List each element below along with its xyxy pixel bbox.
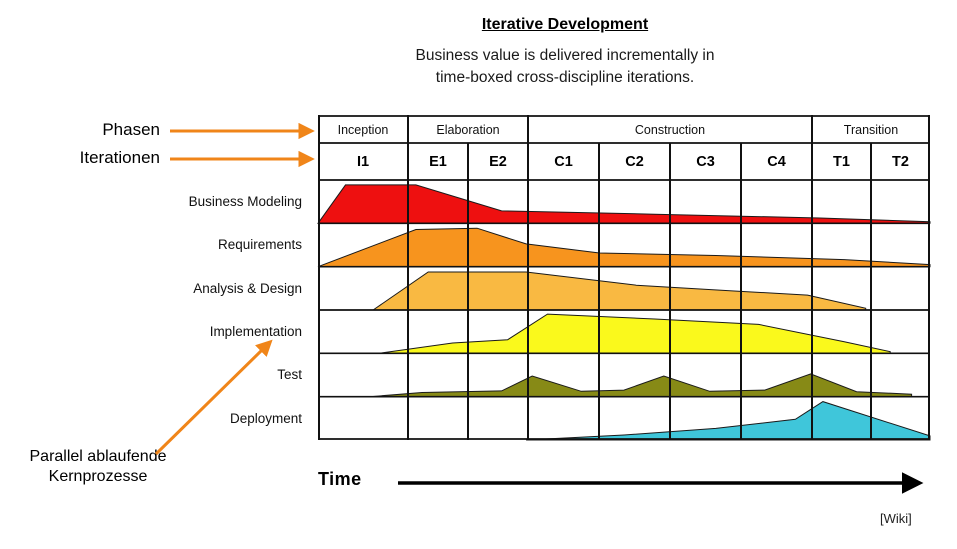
- iteration-chart: Inception Elaboration Construction Transiti…: [317, 115, 931, 441]
- phases-annotation-label: Phasen: [102, 120, 160, 139]
- chart-title: Iterative Development: [481, 16, 649, 33]
- effort-hump-deployment: [526, 401, 931, 441]
- discipline-label-test: Test: [277, 367, 302, 383]
- iteration-label-e2: E2: [489, 154, 507, 170]
- phase-label-transition: Transition: [844, 123, 898, 137]
- iteration-label-t1: T1: [833, 154, 850, 170]
- iteration-label-c1: C1: [554, 154, 573, 170]
- iteration-label-c4: C4: [767, 154, 786, 170]
- discipline-label-implementation: Implementation: [209, 324, 302, 340]
- discipline-label-business-modeling: Business Modeling: [188, 194, 302, 210]
- time-arrow: [398, 472, 924, 494]
- iterations-arrow: [170, 150, 315, 168]
- chart-subtitle-line2: time-boxed cross-discipline iterations.: [435, 69, 695, 86]
- phases-arrow: [170, 122, 315, 140]
- iteration-label-t2: T2: [892, 154, 909, 170]
- iteration-label-e1: E1: [429, 154, 447, 170]
- effort-hump-analysis-design: [371, 271, 867, 311]
- iteration-label-c3: C3: [696, 154, 715, 170]
- effort-hump-requirements: [317, 227, 931, 268]
- discipline-labels: Business Modeling Requirements Analysis & …: [60, 180, 310, 440]
- citation: [Wiki]: [880, 511, 912, 526]
- phase-label-inception: Inception: [338, 123, 389, 137]
- effort-hump-business-modeling: [317, 184, 931, 224]
- phase-label-elaboration: Elaboration: [436, 123, 499, 137]
- parallel-arrow: [154, 339, 273, 456]
- parallel-annotation-line2: Kernprozesse: [48, 468, 148, 485]
- discipline-label-analysis-design: Analysis & Design: [193, 280, 302, 296]
- effort-hump-implementation: [379, 313, 891, 354]
- chart-subtitle-line1: Business value is delivered incrementall…: [415, 47, 715, 64]
- effort-hump-test: [369, 373, 913, 398]
- discipline-label-requirements: Requirements: [217, 237, 302, 253]
- parallel-annotation-line1: Parallel ablaufende: [29, 448, 167, 465]
- chart-header: Iterative Development Business value is …: [300, 16, 830, 89]
- iterations-annotation-label: Iterationen: [79, 148, 160, 167]
- iteration-label-i1: I1: [357, 154, 369, 170]
- iteration-label-c2: C2: [625, 154, 644, 170]
- parallel-arrow-shaft: [154, 339, 273, 456]
- parallel-annotation-label: Parallel ablaufende Kernprozesse: [8, 447, 188, 487]
- phase-label-construction: Construction: [635, 123, 705, 137]
- discipline-label-deployment: Deployment: [229, 410, 302, 426]
- time-label: Time: [318, 469, 362, 489]
